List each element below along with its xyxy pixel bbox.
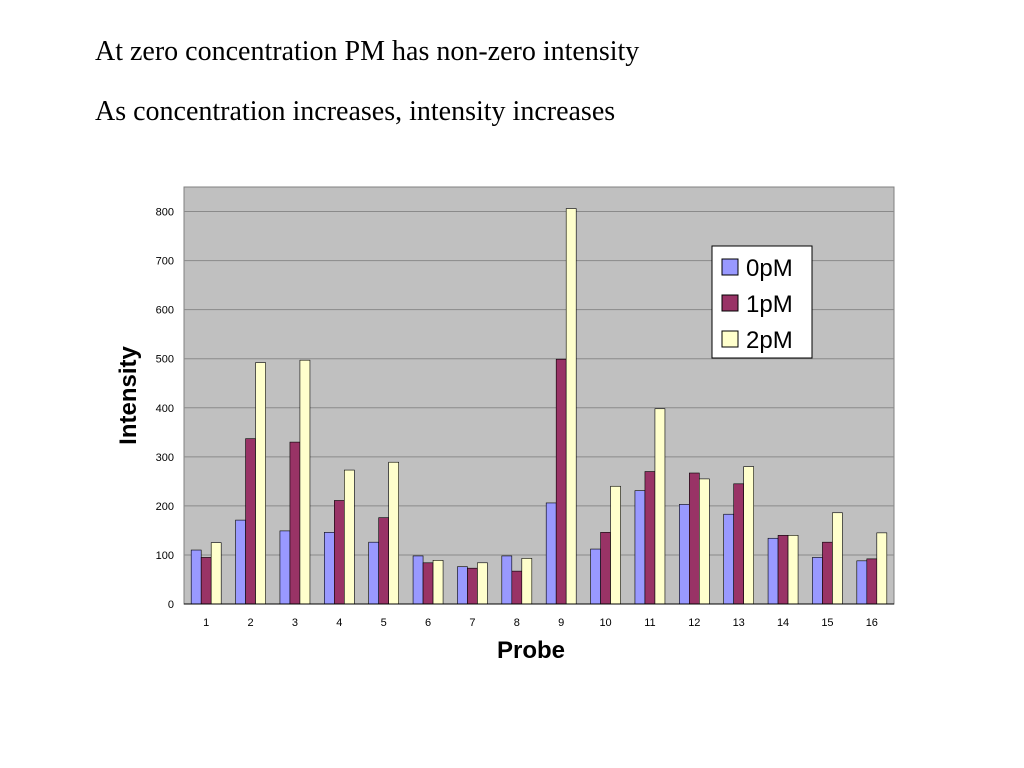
x-tick-label: 16 [866, 617, 878, 629]
x-tick-label: 13 [733, 617, 745, 629]
x-tick-label: 8 [514, 617, 520, 629]
bar-2pM-probe-7 [477, 562, 488, 605]
bar-1pM-probe-1 [200, 557, 212, 605]
bar-1pM-probe-10 [600, 532, 611, 605]
y-axis-title: Intensity [115, 346, 142, 445]
bar-1pM-probe-2 [245, 438, 256, 605]
bar-0pM-probe-5 [368, 541, 379, 605]
bar-1pM-probe-6 [422, 562, 434, 605]
bar-0pM-probe-12 [679, 504, 690, 605]
legend-swatch [721, 258, 739, 276]
y-tick-label: 600 [156, 305, 174, 317]
legend-swatch [721, 294, 739, 312]
bar-2pM-probe-3 [299, 359, 311, 605]
y-tick-label: 800 [156, 207, 174, 219]
legend-label: 0pM [746, 255, 793, 282]
bar-2pM-probe-14 [787, 535, 799, 605]
bar-1pM-probe-8 [511, 570, 523, 605]
bar-2pM-probe-15 [832, 512, 843, 605]
bar-0pM-probe-7 [457, 566, 468, 605]
bar-0pM-probe-4 [324, 532, 335, 605]
bar-2pM-probe-8 [521, 558, 533, 605]
bar-2pM-probe-13 [743, 466, 754, 605]
x-tick-label: 5 [381, 617, 387, 629]
bar-0pM-probe-14 [767, 537, 779, 605]
y-tick-label: 100 [156, 550, 174, 562]
bar-1pM-probe-11 [644, 471, 656, 605]
bar-1pM-probe-14 [777, 535, 789, 605]
bar-0pM-probe-10 [590, 548, 601, 605]
bar-1pM-probe-4 [334, 500, 345, 605]
bar-2pM-probe-10 [610, 485, 621, 605]
x-tick-label: 9 [558, 617, 564, 629]
x-tick-label: 2 [248, 617, 254, 629]
x-tick-label: 1 [203, 617, 209, 629]
bar-1pM-probe-15 [822, 541, 833, 605]
bar-2pM-probe-9 [565, 208, 577, 605]
bar-0pM-probe-15 [812, 557, 823, 605]
y-tick-label: 200 [156, 501, 174, 513]
x-tick-label: 12 [688, 617, 700, 629]
bar-2pM-probe-1 [210, 542, 222, 605]
bar-1pM-probe-16 [866, 558, 878, 605]
x-tick-label: 6 [425, 617, 431, 629]
x-tick-label: 10 [599, 617, 611, 629]
bar-0pM-probe-1 [190, 549, 202, 605]
bar-1pM-probe-9 [555, 358, 567, 605]
x-tick-label: 15 [821, 617, 833, 629]
bar-0pM-probe-2 [235, 519, 246, 605]
x-tick-label: 11 [644, 617, 655, 629]
bar-1pM-probe-3 [289, 441, 301, 605]
bar-0pM-probe-9 [545, 502, 557, 605]
bar-2pM-probe-5 [388, 461, 399, 605]
bar-2pM-probe-12 [699, 478, 710, 605]
legend-swatch [721, 330, 739, 348]
x-tick-label: 7 [469, 617, 475, 629]
bar-0pM-probe-6 [412, 555, 424, 605]
y-tick-label: 700 [156, 256, 174, 268]
x-tick-labels: 1 2 3 4 5 6 7 8 9 10 11 12 13 14 15 16 [203, 617, 878, 629]
bar-2pM-probe-2 [255, 362, 266, 605]
x-tick-label: 3 [292, 617, 298, 629]
bar-1pM-probe-5 [378, 517, 389, 605]
y-tick-labels: 0 100 200 300 400 500 600 700 800 [156, 207, 174, 611]
legend-label: 2pM [746, 327, 793, 354]
bar-0pM-probe-11 [634, 490, 646, 605]
x-tick-label: 4 [336, 617, 342, 629]
legend: 0pM 1pM 2pM [711, 245, 813, 359]
bar-0pM-probe-8 [501, 555, 513, 605]
bars [190, 208, 888, 605]
bar-0pM-probe-16 [856, 560, 868, 605]
y-tick-label: 500 [156, 354, 174, 366]
y-tick-label: 0 [168, 599, 174, 611]
bar-2pM-probe-4 [344, 469, 355, 605]
bar-0pM-probe-3 [279, 530, 291, 605]
bar-1pM-probe-7 [467, 567, 478, 605]
slide-line-1: At zero concentration PM has non-zero in… [95, 36, 640, 67]
x-axis-title: Probe [497, 637, 565, 664]
bar-2pM-probe-11 [654, 408, 666, 605]
bar-0pM-probe-13 [723, 513, 734, 605]
slide-line-2: As concentration increases, intensity in… [95, 96, 616, 127]
legend-label: 1pM [746, 291, 793, 318]
bar-2pM-probe-6 [432, 560, 444, 605]
bar-2pM-probe-16 [876, 532, 888, 605]
bar-1pM-probe-13 [733, 483, 744, 605]
x-tick-label: 14 [777, 617, 789, 629]
y-tick-label: 300 [156, 452, 174, 464]
y-tick-label: 400 [156, 403, 174, 415]
bar-1pM-probe-12 [689, 472, 700, 605]
